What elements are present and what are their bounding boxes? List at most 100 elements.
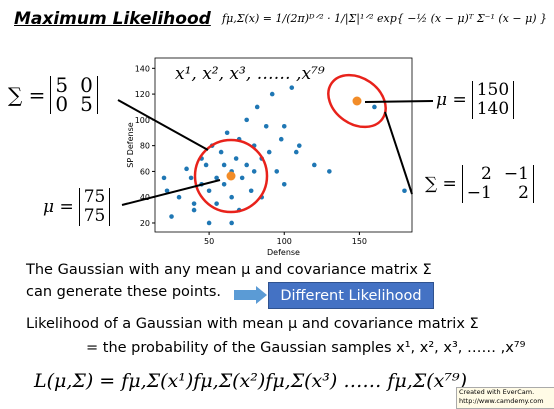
matrix-label: ∑ = [425, 174, 457, 194]
point [206, 220, 212, 226]
matrix-entry: 75 [83, 187, 106, 207]
point [169, 214, 174, 219]
watermark-line: http://www.camdemy.com [459, 397, 544, 405]
matrix-entry: 150 [476, 80, 510, 100]
point [191, 201, 197, 206]
arrow [117, 99, 209, 151]
title: Maximum Likelihood [14, 9, 211, 29]
gaussian-contour [327, 73, 387, 129]
arrow [364, 100, 434, 103]
matrix-entry: −1 [503, 164, 529, 184]
point [239, 175, 245, 181]
point [191, 207, 197, 213]
y-tick-label: 20 [140, 219, 150, 228]
matrix: μ = 75 75 [43, 187, 111, 226]
point [269, 91, 275, 97]
point [274, 169, 280, 174]
point [248, 188, 254, 194]
arrow [121, 179, 221, 206]
point [188, 175, 194, 181]
likelihood-formula: L(μ,Σ) = fμ,Σ(x¹)fμ,Σ(x²)fμ,Σ(x³) …… fμ,… [34, 370, 468, 392]
block-arrow [234, 286, 267, 304]
y-tick-label: 40 [140, 193, 150, 202]
matrix-entry: 0 [55, 92, 69, 116]
y-axis-label: SP Defense [126, 122, 135, 168]
point [244, 162, 249, 168]
point [312, 162, 317, 168]
point [278, 136, 284, 142]
point [221, 162, 227, 168]
matrix: ∑ = 5 0 0 5 [8, 73, 98, 116]
arrows [117, 99, 434, 206]
point [214, 201, 219, 206]
watermark: Created with EverCam. http://www.camdemy… [456, 387, 554, 409]
point [244, 117, 249, 123]
text-line: = the probability of the Gaussian sample… [86, 340, 526, 356]
y-tick-label: 60 [140, 167, 150, 176]
point [218, 149, 224, 155]
point [184, 166, 189, 172]
matrix-entry: 2 [481, 164, 492, 184]
gaussian-mean [352, 96, 362, 106]
point [164, 188, 170, 194]
point [224, 130, 230, 136]
samples-label: x¹, x², x³, …… ,x⁷⁹ [175, 64, 325, 84]
plot-frame [154, 57, 413, 233]
matrix-entry: 75 [83, 206, 106, 226]
point [229, 220, 234, 226]
point [161, 175, 167, 181]
y-tick-label: 120 [135, 90, 150, 99]
text-line: Likelihood of a Gaussian with mean μ and… [26, 316, 479, 332]
point [266, 149, 272, 155]
point [214, 175, 219, 181]
x-tick-label: 50 [204, 237, 214, 246]
x-axis-label: Defense [267, 248, 300, 257]
matrix-entry: 5 [80, 92, 93, 116]
point [293, 149, 299, 155]
y-tick-label: 80 [140, 142, 150, 151]
formula: fμ,Σ(x) = 1/(2π)ᴰᐟ² · 1/|Σ|¹ᐟ² exp{ −½ (… [222, 12, 547, 25]
gaussian-contour [193, 138, 269, 214]
matrix-body: 75 75 [78, 187, 111, 226]
watermark-line: Created with EverCam. [459, 388, 535, 396]
point [263, 124, 269, 129]
point [251, 169, 257, 174]
point [281, 124, 287, 129]
point [254, 104, 260, 110]
point [176, 194, 182, 200]
point [289, 85, 295, 90]
matrix-entry: 2 [518, 183, 529, 203]
point [221, 182, 227, 187]
point [327, 169, 332, 174]
x-tick-label: 100 [277, 237, 292, 246]
point [296, 143, 302, 148]
matrix-body: 150 140 [471, 80, 515, 119]
matrix-body: 2 −1 −1 2 [461, 164, 534, 203]
x-tick-label: 150 [352, 237, 367, 246]
point [233, 156, 239, 161]
matrix: ∑ = 2 −1 −1 2 [425, 165, 534, 203]
point [206, 188, 212, 194]
matrix-entry: 0 [80, 73, 93, 97]
arrow [384, 111, 413, 195]
y-tick-label: 140 [135, 64, 150, 73]
matrix-label: ∑ = [8, 83, 46, 107]
text-line: can generate these points. [26, 284, 221, 300]
text-line: The Gaussian with any mean μ and covaria… [26, 262, 432, 278]
y-tick-label: 100 [135, 116, 150, 125]
point [281, 182, 287, 187]
point [372, 104, 377, 110]
point [402, 188, 407, 194]
button[interactable]: Different Likelihood [268, 282, 434, 309]
matrix-entry: −1 [466, 183, 492, 203]
gaussian-mean [226, 171, 236, 181]
matrix-label: μ = [43, 197, 74, 217]
matrix-label: μ = [436, 90, 467, 110]
matrix: μ = 150 140 [436, 80, 515, 119]
point [203, 162, 209, 168]
point [229, 194, 234, 200]
matrix-entry: 5 [55, 73, 69, 97]
